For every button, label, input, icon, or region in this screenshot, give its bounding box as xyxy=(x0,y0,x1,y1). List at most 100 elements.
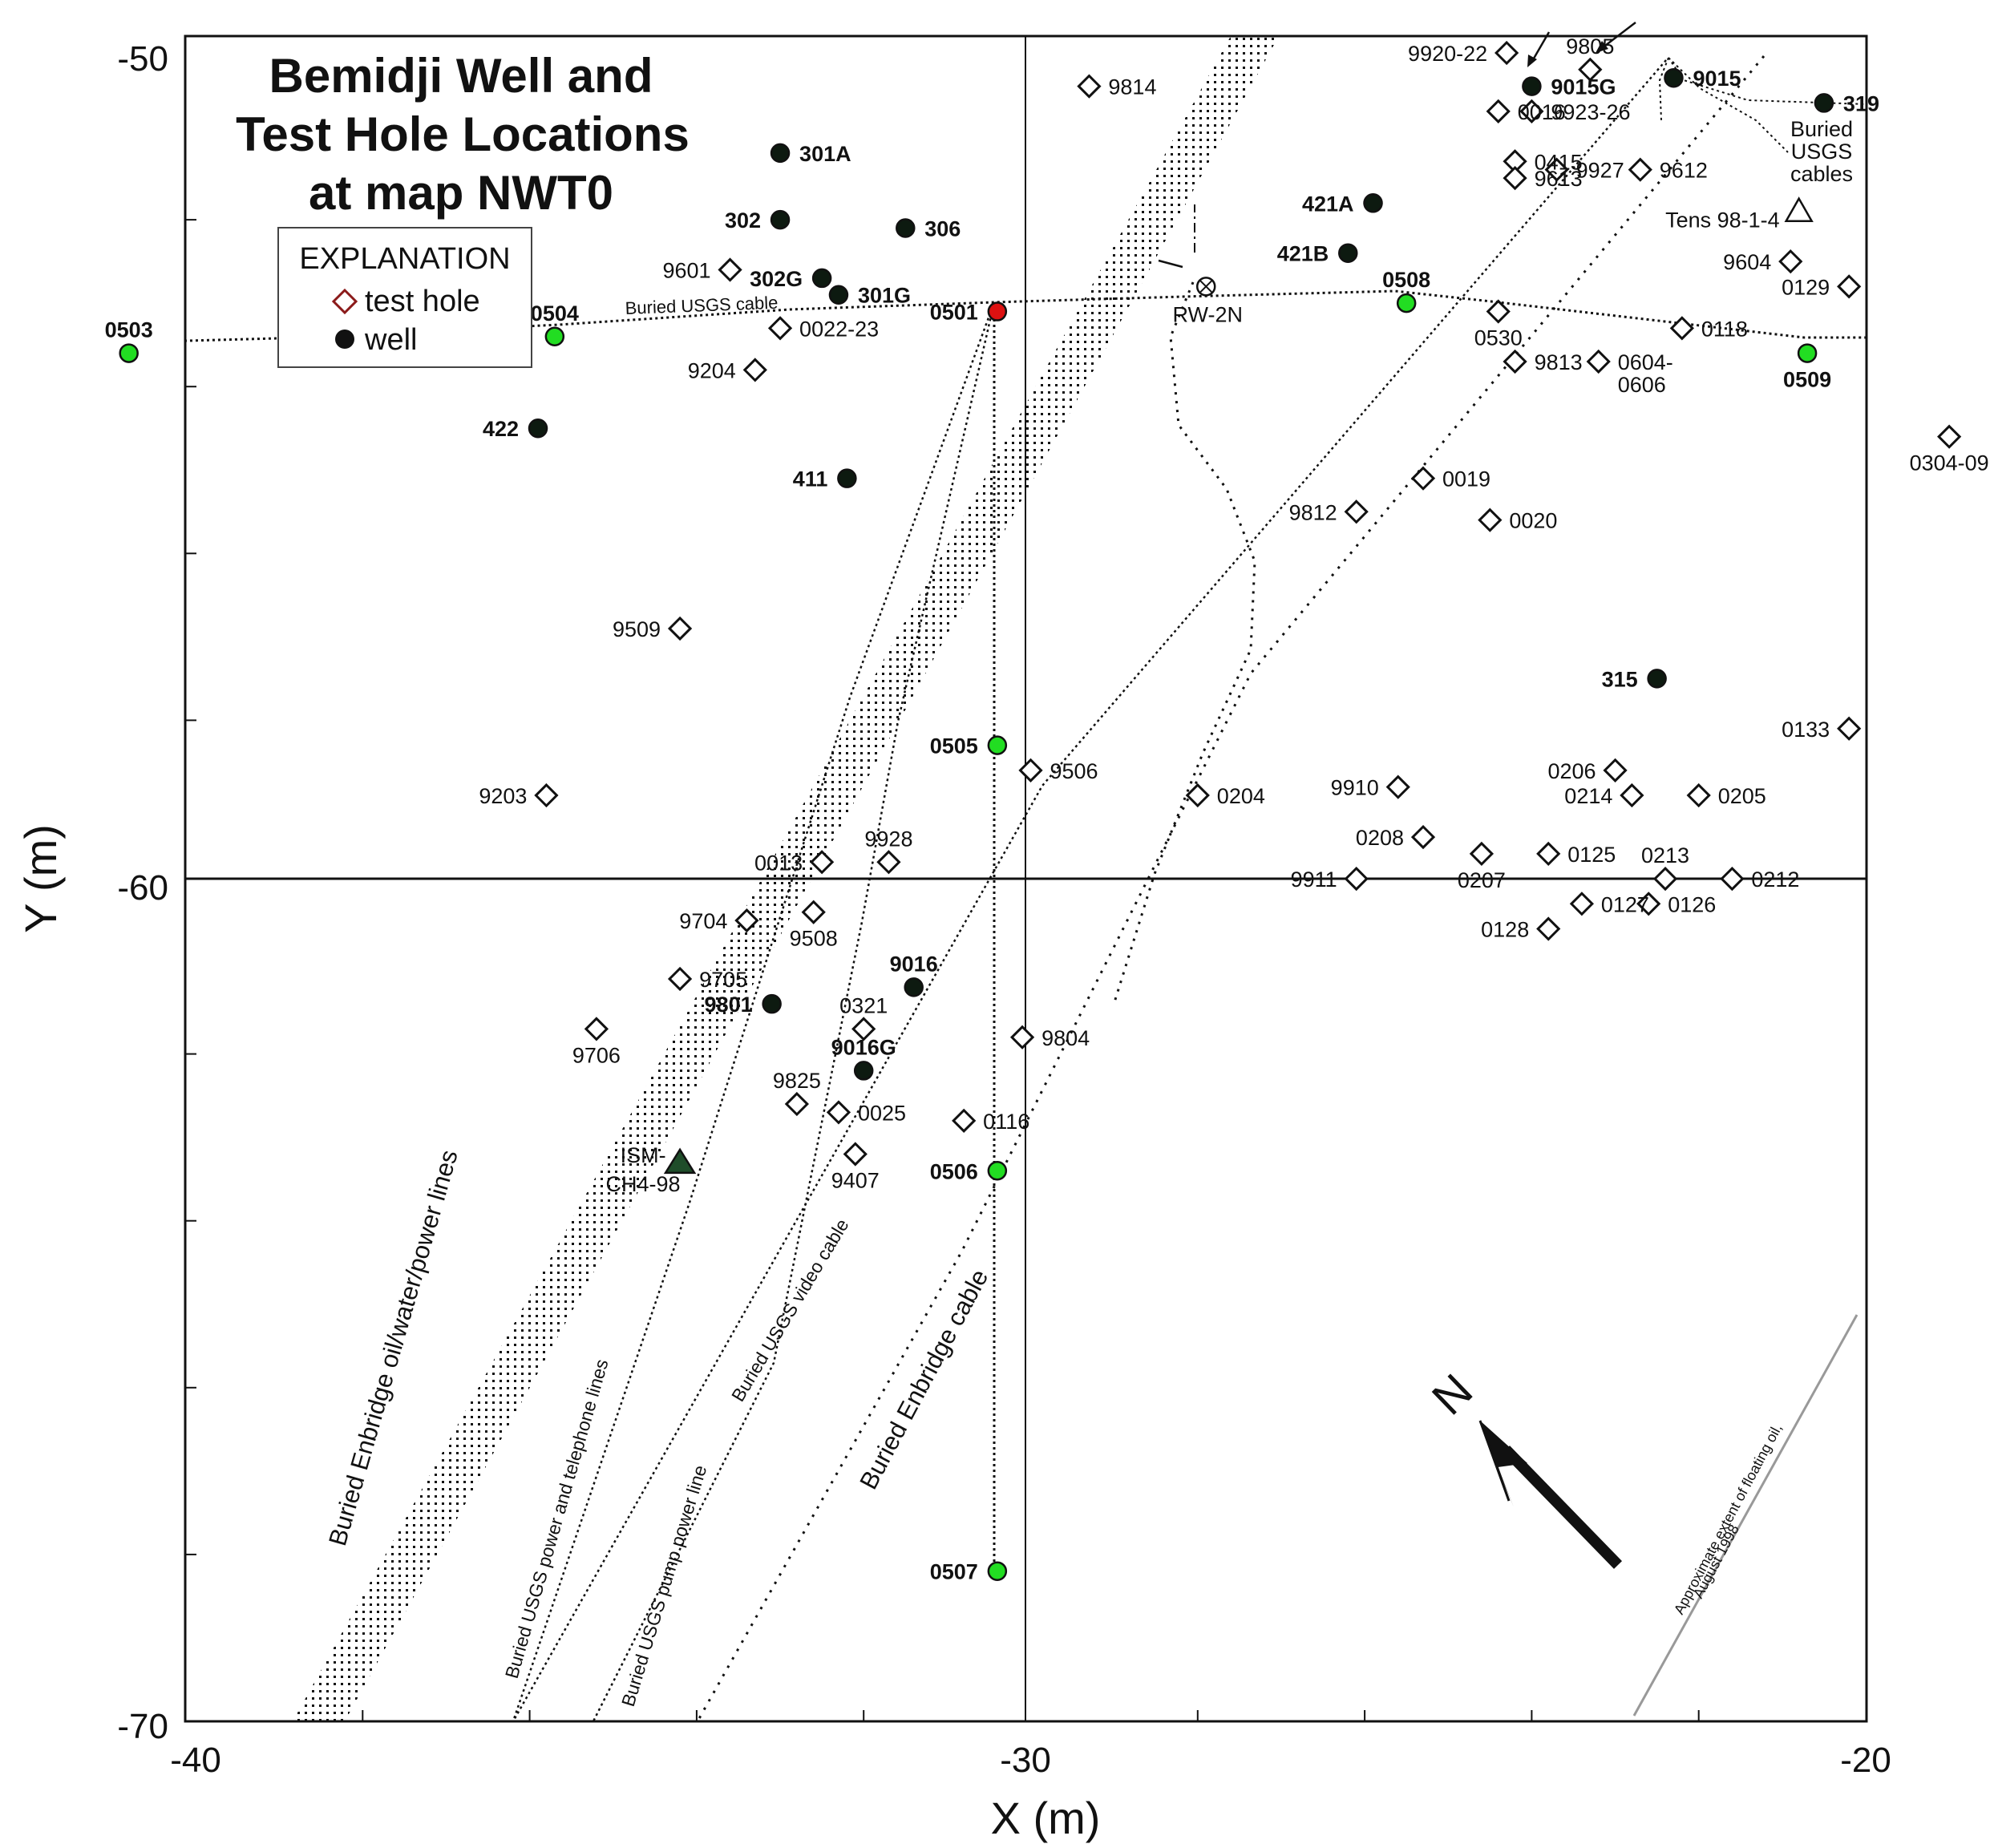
ism-marker xyxy=(663,1147,697,1175)
usgs-pump-power-label: Buried USGS pump power line xyxy=(617,1462,710,1708)
point-label: 0304-09 xyxy=(1910,451,1989,475)
point-label: 9813 xyxy=(1535,350,1583,374)
point-label: 9601 xyxy=(662,259,710,283)
y-tick-labels: -50 -60 -70 xyxy=(117,39,168,1746)
x-tick-label: -30 xyxy=(1000,1741,1051,1780)
title-line: Bemidji Well and xyxy=(269,49,653,103)
test-hole-marker xyxy=(876,850,901,875)
point-label: 306 xyxy=(924,217,961,241)
test-hole-marker xyxy=(742,358,767,382)
point-label: 0013 xyxy=(754,851,803,875)
test-hole-marker xyxy=(1486,99,1511,123)
well-marker xyxy=(1814,93,1834,113)
point-label: 0127 xyxy=(1601,892,1649,916)
enbridge-corridor xyxy=(293,36,1279,1721)
test-hole-marker xyxy=(667,616,693,641)
map-title: Bemidji Well and Test Hole Locations at … xyxy=(236,49,690,220)
test-hole-marker xyxy=(784,1091,810,1117)
test-hole-marker xyxy=(1344,499,1369,524)
test-hole-marker xyxy=(1578,57,1603,82)
point-label: 9805 xyxy=(1566,34,1614,59)
point-label: 0604- xyxy=(1618,350,1673,374)
oil-extent-line xyxy=(1632,1314,1859,1717)
usgs-cable-label: Buried USGS cable xyxy=(625,293,779,318)
leader-9805-head xyxy=(1596,41,1608,53)
test-hole-marker xyxy=(1410,466,1436,491)
point-label: 0214 xyxy=(1564,784,1612,808)
north-arrow-head xyxy=(1480,1421,1527,1507)
point-label: CH4-98 xyxy=(606,1172,681,1196)
test-hole-marker xyxy=(1686,782,1711,808)
usgs-cables-branch-3 xyxy=(1658,57,1669,121)
point-labels: 9814 9601 0022-23 9204 9509 9203 9506 0204 0013 9… xyxy=(105,34,1989,1584)
usgs-cables-branch-2 xyxy=(1668,57,1789,153)
well-marker xyxy=(853,1061,874,1081)
test-hole-marker xyxy=(534,782,559,808)
legend-box xyxy=(277,227,532,368)
legend-well-label: well xyxy=(364,323,417,357)
enbridge-cable-label: Buried Enbridge cable xyxy=(854,1265,993,1494)
test-hole-marker xyxy=(1077,74,1102,99)
tensiometer-marker xyxy=(1784,196,1814,222)
well-marker xyxy=(770,209,791,230)
point-label: 9801 xyxy=(705,993,753,1017)
point-label: 0204 xyxy=(1217,784,1265,808)
point-label: 9016G xyxy=(831,1035,896,1059)
point-label: 9203 xyxy=(479,784,527,808)
point-label: 9016 xyxy=(890,952,938,976)
test-hole-marker xyxy=(952,1108,977,1133)
test-hole-marker xyxy=(1837,716,1862,741)
test-hole-marker xyxy=(1018,758,1043,782)
test-hole-marker xyxy=(1469,841,1494,867)
leader-9805 xyxy=(1601,22,1636,49)
test-hole-marker xyxy=(767,316,793,341)
well-marker-green xyxy=(987,735,1008,755)
test-hole-marker xyxy=(1494,40,1519,66)
point-label: RW-2N xyxy=(1172,302,1243,326)
well-marker xyxy=(837,468,857,488)
test-hole-marker xyxy=(1569,892,1595,916)
well-marker xyxy=(1522,76,1542,96)
point-label: 9804 xyxy=(1041,1026,1090,1050)
point-label: 0507 xyxy=(930,1560,978,1584)
well-marker xyxy=(1664,67,1684,88)
point-label: 9928 xyxy=(864,827,912,851)
test-hole-marker xyxy=(1486,299,1511,324)
point-label: 421B xyxy=(1277,242,1329,266)
point-label: 0025 xyxy=(858,1101,906,1125)
leader-9015g-head xyxy=(1527,55,1537,67)
well-marker xyxy=(1338,243,1358,263)
point-label: 0118 xyxy=(1701,317,1748,341)
title-line: at map NWT0 xyxy=(309,166,613,220)
usgs-cables-label-line: Buried xyxy=(1790,117,1853,141)
point-label: 9612 xyxy=(1660,159,1708,183)
point-label: 0415 xyxy=(1535,150,1583,174)
well-marker xyxy=(904,977,924,997)
well-marker-red xyxy=(987,301,1008,321)
point-label: 0129 xyxy=(1782,275,1830,299)
test-hole-marker xyxy=(1185,782,1210,808)
test-hole-marker xyxy=(584,1017,609,1041)
point-label: 0205 xyxy=(1718,784,1766,808)
test-hole-marker xyxy=(1837,274,1862,299)
north-arrow: N xyxy=(1422,1364,1623,1569)
point-label: 411 xyxy=(793,467,828,491)
y-axis-title: Y (m) xyxy=(15,824,66,933)
point-label: 302 xyxy=(725,208,761,233)
title-line: Test Hole Locations xyxy=(236,107,690,161)
point-label: 0606 xyxy=(1618,373,1666,397)
well-marker xyxy=(1363,193,1383,213)
point-label: 319 xyxy=(1843,91,1879,115)
minor-ticks xyxy=(185,219,1700,1721)
well-marker xyxy=(828,285,849,305)
well-marker-green xyxy=(119,343,139,363)
point-label: 0206 xyxy=(1547,759,1596,783)
point-label: 9015G xyxy=(1551,75,1616,99)
point-label: 9604 xyxy=(1723,250,1771,274)
test-hole-marker xyxy=(801,900,826,924)
point-label: 0133 xyxy=(1782,718,1830,742)
test-hole-marker xyxy=(810,850,835,875)
test-hole-marker xyxy=(1410,824,1436,850)
x-tick-label: -40 xyxy=(170,1741,221,1780)
